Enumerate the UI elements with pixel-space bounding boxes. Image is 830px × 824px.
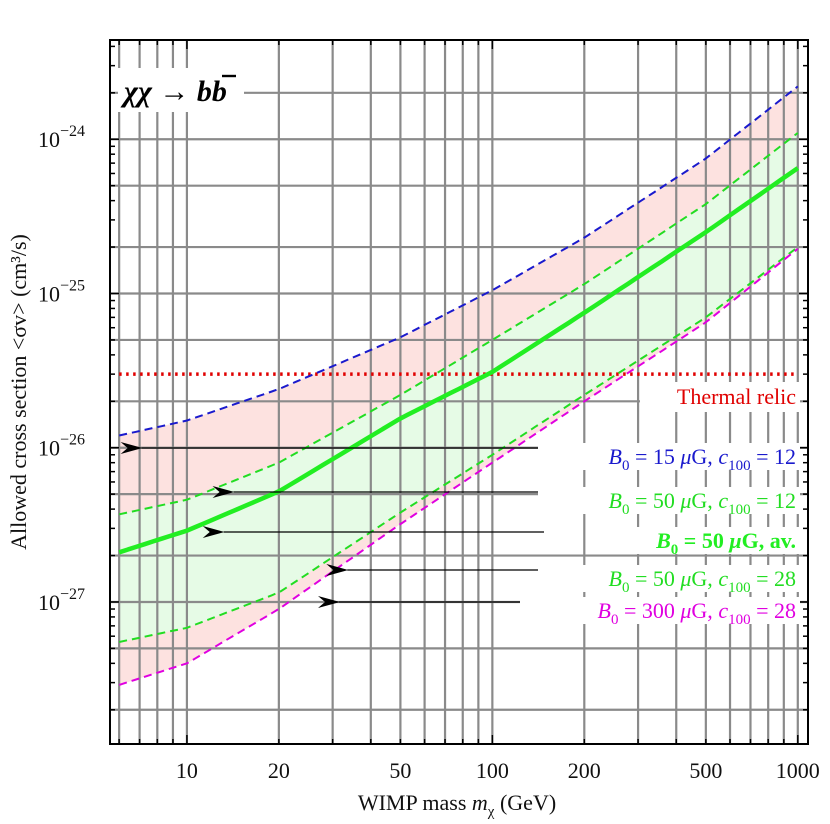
legend-label-box <box>538 487 800 514</box>
plot-frame <box>109 39 809 745</box>
series-line-b50_av <box>118 166 800 555</box>
x-tick-label: 100 <box>476 758 509 783</box>
process-label-main: χχ → b <box>120 75 212 108</box>
series-layer <box>118 85 800 686</box>
thermal-relic-label-box <box>640 382 800 412</box>
y-tick-labels: 10−27 10−26 10−25 10−24 <box>38 123 85 615</box>
x-axis-label: WIMP mass mχ (GeV) <box>358 790 556 820</box>
legend-arrows <box>120 442 544 608</box>
legend-label-b300_c28: B0 = 300 μG, c100 = 28 <box>598 598 797 628</box>
legend-label-box <box>538 443 800 470</box>
y-tick-label: 10−25 <box>38 277 85 306</box>
legend-label-b50_c12: B0 = 50 μG, c100 = 12 <box>609 488 797 518</box>
x-tick-label: 500 <box>689 758 722 783</box>
ticks <box>110 40 808 744</box>
process-label-bbar: b <box>212 75 227 108</box>
legend-label-box <box>538 565 800 592</box>
x-tick-label: 50 <box>389 758 411 783</box>
x-tick-label: 10 <box>176 758 198 783</box>
series-line-b300_c28 <box>118 248 799 686</box>
y-tick-label: 10−26 <box>38 432 85 461</box>
x-tick-label: 200 <box>568 758 601 783</box>
legend: B0 = 15 μG, c100 = 12 B0 = 50 μG, c100 = … <box>520 443 800 628</box>
legend-label-b50_av: B0 = 50 μG, av. <box>655 528 796 558</box>
thermal-relic-label: Thermal relic <box>677 384 796 409</box>
x-tick-labels: 10 20 50 100 200 500 1000 <box>176 758 820 783</box>
x-tick-label: 1000 <box>776 758 820 783</box>
legend-label-box <box>600 527 800 554</box>
y-tick-label: 10−27 <box>38 586 85 615</box>
legend-label-b15_c12: B0 = 15 μG, c100 = 12 <box>609 444 797 474</box>
process-label: χχ → bb <box>120 75 227 108</box>
series-line-b50_c28 <box>118 246 799 643</box>
legend-label-b50_c28: B0 = 50 μG, c100 = 28 <box>609 566 797 596</box>
series-line-b50_c12 <box>118 132 799 516</box>
legend-label-box <box>520 597 800 624</box>
series-line-b15_c12 <box>118 85 799 437</box>
y-axis-label: Allowed cross section <σv> (cm³/s) <box>6 234 31 550</box>
y-tick-label: 10−24 <box>38 123 85 152</box>
x-tick-label: 20 <box>268 758 290 783</box>
